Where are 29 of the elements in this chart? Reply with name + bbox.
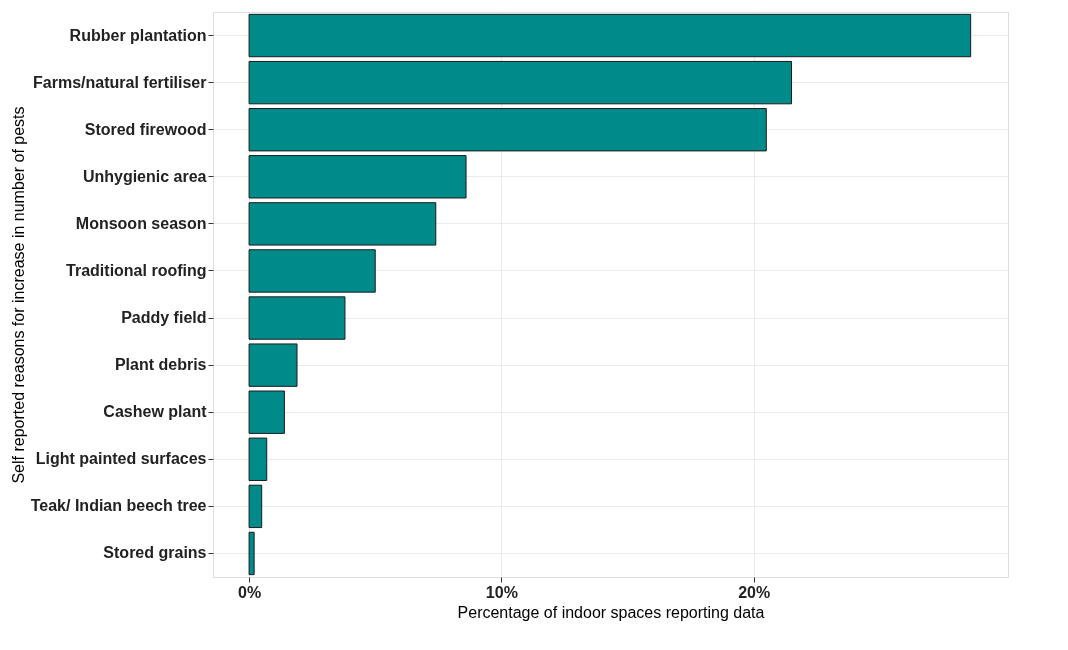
bar [248, 13, 972, 58]
y-tick-label: Unhygienic area [82, 167, 207, 185]
bar [248, 296, 346, 340]
bar [248, 108, 767, 152]
bar [248, 390, 285, 434]
y-tick-label: Stored firewood [84, 120, 207, 138]
x-axis-title: Percentage of indoor spaces reporting data [457, 603, 765, 621]
y-axis-title: Self reported reasons for increase in number of pests [9, 106, 27, 484]
bar [248, 155, 467, 199]
y-tick-label: Paddy field [121, 309, 207, 327]
bar [248, 484, 263, 529]
bar [248, 437, 268, 481]
y-tick-label: Monsoon season [75, 214, 207, 232]
x-tick-label: 10% [485, 583, 518, 601]
x-tick-label: 20% [738, 583, 771, 601]
bar [248, 249, 376, 293]
x-tick-label: 0% [238, 583, 262, 601]
y-tick-label: Cashew plant [103, 403, 208, 421]
y-tick-label: Stored grains [103, 544, 207, 562]
bar [248, 343, 298, 387]
y-tick-label: Light painted surfaces [35, 450, 207, 468]
y-tick-label: Plant debris [114, 356, 207, 374]
bar [248, 60, 793, 105]
y-tick-label: Farms/natural fertiliser [33, 73, 207, 91]
y-tick-label: Traditional roofing [66, 261, 207, 279]
bar [248, 202, 437, 246]
bar [248, 531, 255, 576]
y-tick-label: Teak/ Indian beech tree [30, 497, 207, 515]
y-tick-label: Rubber plantation [69, 26, 207, 44]
